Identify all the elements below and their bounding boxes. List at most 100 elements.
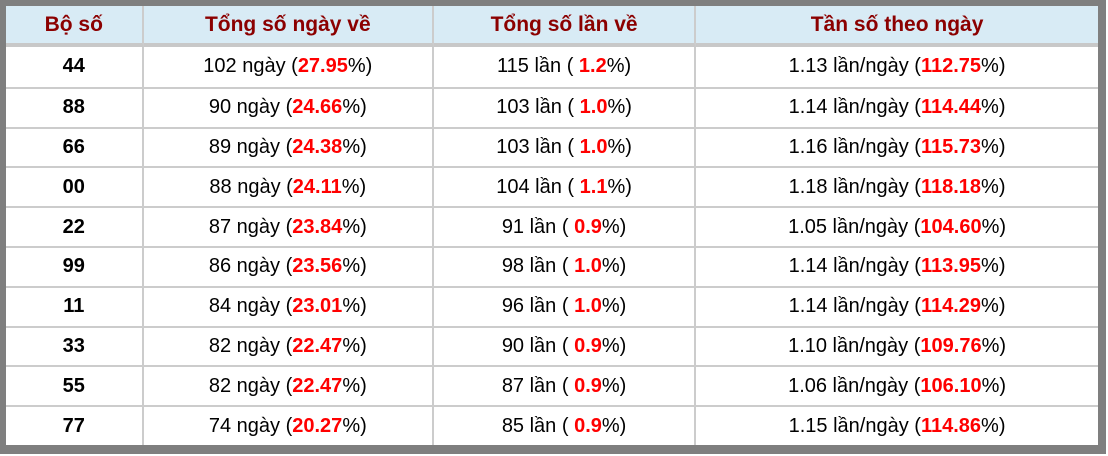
total-times-cell: 104 lần ( 1.1%) — [434, 166, 697, 207]
table-row: 33 82 ngày (22.47%) 90 lần ( 0.9%) 1.10 … — [6, 325, 1098, 366]
times-text: 96 lần ( — [501, 295, 575, 318]
days-text: 82 ngày ( — [208, 334, 293, 357]
days-percent-highlight: 22.47 — [292, 334, 343, 357]
days-text: 82 ngày ( — [208, 374, 293, 397]
days-text: 90 ngày ( — [208, 96, 293, 119]
frequency-percent-highlight: 118.18 — [920, 175, 982, 198]
frequency-text-close: %) — [981, 414, 1006, 437]
column-header-pair: Bộ số — [6, 6, 144, 47]
total-times-cell: 91 lần ( 0.9%) — [434, 206, 697, 246]
total-times-cell: 98 lần ( 1.0%) — [434, 245, 697, 286]
daily-frequency-cell: 1.05 lần/ngày (104.60%) — [696, 206, 1098, 246]
frequency-text: 1.14 lần/ngày ( — [788, 295, 921, 318]
days-text-close: %) — [342, 135, 367, 158]
frequency-text-close: %) — [981, 255, 1006, 278]
column-header-total-times: Tổng số lần về — [434, 6, 697, 47]
days-text-close: %) — [342, 295, 367, 318]
days-text-close: %) — [342, 215, 367, 238]
days-text: 84 ngày ( — [208, 295, 293, 318]
pair-number-cell: 22 — [6, 206, 144, 246]
frequency-text-close: %) — [981, 215, 1007, 238]
times-percent-highlight: 1.0 — [574, 255, 602, 278]
frequency-text: 1.15 lần/ngày ( — [788, 414, 921, 437]
times-text-close: %) — [601, 334, 627, 357]
times-percent-highlight: 1.0 — [579, 96, 608, 119]
times-text: 90 lần ( — [501, 334, 575, 357]
table-row: 55 82 ngày (22.47%) 87 lần ( 0.9%) 1.06 … — [6, 365, 1098, 406]
daily-frequency-cell: 1.14 lần/ngày (114.29%) — [696, 285, 1098, 326]
times-text: 103 lần ( — [496, 135, 580, 158]
daily-frequency-cell: 1.10 lần/ngày (109.76%) — [696, 325, 1098, 366]
total-days-cell: 86 ngày (23.56%) — [143, 245, 435, 286]
frequency-text: 1.14 lần/ngày ( — [788, 255, 921, 278]
days-text-close: %) — [342, 334, 367, 357]
pair-number-cell: 00 — [6, 166, 144, 207]
total-days-cell: 102 ngày (27.95%) — [143, 47, 435, 87]
daily-frequency-cell: 1.06 lần/ngày (106.10%) — [696, 365, 1098, 406]
days-text: 89 ngày ( — [208, 135, 293, 158]
times-percent-highlight: 1.0 — [579, 135, 608, 158]
times-text-close: %) — [607, 96, 632, 119]
days-text-close: %) — [342, 96, 367, 119]
frequency-text-close: %) — [981, 55, 1006, 78]
total-days-cell: 88 ngày (24.11%) — [143, 166, 435, 207]
times-text: 104 lần ( — [496, 175, 580, 198]
frequency-text-close: %) — [981, 295, 1006, 318]
times-text-close: %) — [607, 135, 632, 158]
days-percent-highlight: 22.47 — [292, 374, 343, 397]
times-text-close: %) — [601, 414, 627, 437]
days-percent-highlight: 20.27 — [292, 414, 343, 437]
frequency-percent-highlight: 112.75 — [920, 55, 982, 78]
frequency-percent-highlight: 113.95 — [920, 255, 982, 278]
frequency-percent-highlight: 109.76 — [920, 334, 982, 357]
days-percent-highlight: 24.38 — [292, 135, 343, 158]
total-times-cell: 103 lần ( 1.0%) — [434, 86, 697, 127]
days-text-close: %) — [342, 414, 367, 437]
times-percent-highlight: 0.9 — [574, 334, 602, 357]
pair-number-cell: 44 — [6, 47, 144, 87]
total-times-cell: 96 lần ( 1.0%) — [434, 285, 697, 326]
days-percent-highlight: 24.11 — [292, 175, 342, 198]
frequency-percent-highlight: 115.73 — [920, 135, 982, 158]
frequency-percent-highlight: 114.44 — [920, 96, 982, 119]
total-days-cell: 74 ngày (20.27%) — [143, 405, 435, 445]
frequency-text: 1.05 lần/ngày ( — [788, 215, 921, 238]
total-days-cell: 87 ngày (23.84%) — [143, 206, 435, 246]
frequency-text: 1.10 lần/ngày ( — [788, 334, 921, 357]
total-days-cell: 89 ngày (24.38%) — [143, 126, 435, 167]
table-row: 11 84 ngày (23.01%) 96 lần ( 1.0%) 1.14 … — [6, 285, 1098, 326]
times-percent-highlight: 0.9 — [574, 374, 602, 397]
times-percent-highlight: 1.2 — [578, 55, 607, 78]
days-percent-highlight: 23.01 — [292, 295, 343, 318]
times-text: 103 lần ( — [496, 96, 580, 119]
pair-number-cell: 11 — [6, 285, 144, 326]
days-percent-highlight: 27.95 — [297, 55, 348, 78]
column-header-daily-frequency: Tần số theo ngày — [696, 6, 1098, 47]
table-row: 99 86 ngày (23.56%) 98 lần ( 1.0%) 1.14 … — [6, 245, 1098, 286]
times-text-close: %) — [601, 295, 627, 318]
times-text-close: %) — [607, 175, 632, 198]
pair-number-cell: 66 — [6, 126, 144, 167]
frequency-percent-highlight: 106.10 — [920, 374, 982, 397]
frequency-text-close: %) — [981, 175, 1006, 198]
frequency-text: 1.13 lần/ngày ( — [788, 55, 921, 78]
times-text-close: %) — [601, 255, 627, 278]
times-percent-highlight: 1.0 — [574, 295, 602, 318]
days-text: 74 ngày ( — [208, 414, 293, 437]
times-text-close: %) — [601, 215, 627, 238]
pair-number-cell: 88 — [6, 86, 144, 127]
frequency-text-close: %) — [981, 374, 1007, 397]
frequency-text: 1.14 lần/ngày ( — [788, 96, 921, 119]
frequency-percent-highlight: 114.86 — [920, 414, 982, 437]
pair-number-cell: 33 — [6, 325, 144, 366]
times-percent-highlight: 0.9 — [574, 414, 602, 437]
daily-frequency-cell: 1.14 lần/ngày (113.95%) — [696, 245, 1098, 286]
days-text-close: %) — [347, 55, 373, 78]
days-text: 87 ngày ( — [208, 215, 293, 238]
total-times-cell: 87 lần ( 0.9%) — [434, 365, 697, 406]
frequency-percent-highlight: 104.60 — [920, 215, 982, 238]
table-row: 77 74 ngày (20.27%) 85 lần ( 0.9%) 1.15 … — [6, 405, 1098, 445]
times-text-close: %) — [606, 55, 632, 78]
table-row: 22 87 ngày (23.84%) 91 lần ( 0.9%) 1.05 … — [6, 206, 1098, 246]
days-text: 88 ngày ( — [209, 175, 293, 198]
